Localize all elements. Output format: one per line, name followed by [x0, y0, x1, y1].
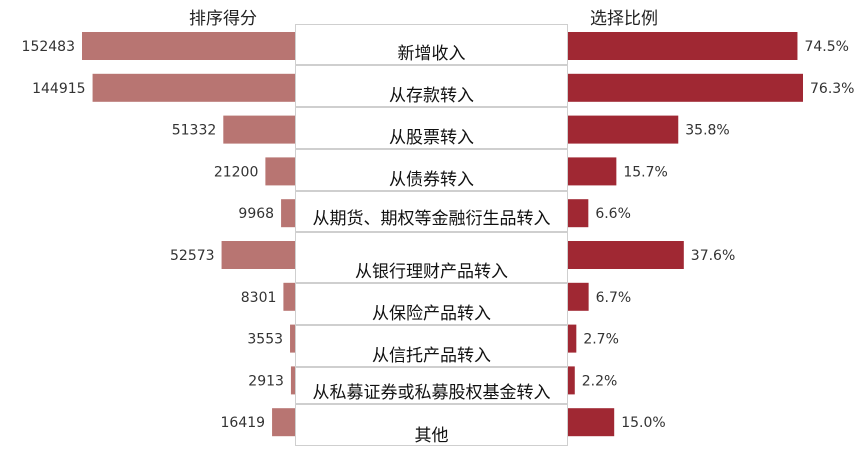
score-bar [290, 366, 295, 395]
ratio-bar [568, 282, 589, 311]
score-label: 51332 [172, 123, 217, 139]
ratio-label: 6.6% [595, 206, 631, 222]
ratio-label: 74.5% [804, 39, 848, 55]
category-cell: 从保险产品转入 [295, 283, 568, 325]
category-cell: 从私募证券或私募股权基金转入 [295, 367, 568, 404]
score-bar [283, 282, 295, 311]
category-label: 从私募证券或私募股权基金转入 [312, 383, 551, 403]
category-label: 从股票转入 [389, 128, 474, 148]
score-label: 52573 [170, 248, 215, 264]
category-cell: 从存款转入 [295, 65, 568, 107]
ratio-bar [568, 115, 679, 144]
category-cell: 从债券转入 [295, 149, 568, 191]
category-label: 从银行理财产品转入 [355, 262, 508, 282]
category-label: 新增收入 [397, 44, 466, 64]
category-cell: 其他 [295, 404, 568, 446]
score-bar [92, 73, 295, 102]
score-label: 9968 [238, 206, 274, 222]
ratio-bar [568, 366, 575, 395]
score-label: 144915 [32, 81, 85, 97]
ratio-bar [568, 157, 617, 186]
ratio-bar [568, 73, 803, 102]
right-header: 选择比例 [590, 9, 658, 29]
ratio-bar [568, 199, 589, 228]
score-bar [223, 115, 295, 144]
ratio-bar [568, 241, 684, 269]
category-label: 从保险产品转入 [372, 304, 491, 324]
ratio-bar [568, 32, 798, 60]
category-cell: 从股票转入 [295, 107, 568, 149]
ratio-label: 76.3% [810, 81, 854, 97]
category-label: 从存款转入 [389, 86, 474, 106]
ratio-label: 37.6% [691, 248, 735, 264]
score-bar [221, 241, 295, 269]
category-label: 从信托产品转入 [372, 346, 491, 366]
category-cell: 新增收入 [295, 24, 568, 65]
left-header: 排序得分 [189, 9, 257, 29]
category-label: 其他 [414, 426, 449, 446]
ratio-bar [568, 408, 615, 437]
ratio-label: 2.7% [583, 332, 619, 348]
score-label: 3553 [247, 332, 283, 348]
score-bar [290, 324, 295, 353]
category-cell: 从期货、期权等金融衍生品转入 [295, 191, 568, 232]
score-bar [265, 157, 295, 186]
category-cell: 从银行理财产品转入 [295, 232, 568, 283]
ratio-label: 35.8% [685, 123, 729, 139]
category-label: 从期货、期权等金融衍生品转入 [312, 209, 551, 229]
ratio-label: 15.0% [621, 415, 665, 431]
ratio-label: 2.2% [582, 373, 618, 389]
score-bar [272, 408, 295, 437]
score-label: 152483 [22, 39, 75, 55]
ratio-bar [568, 324, 577, 353]
category-cell: 从信托产品转入 [295, 325, 568, 367]
score-label: 2913 [248, 373, 284, 389]
score-bar [281, 199, 295, 228]
score-label: 16419 [221, 415, 266, 431]
ratio-label: 6.7% [596, 290, 632, 306]
category-label: 从债券转入 [389, 170, 474, 190]
score-label: 8301 [241, 290, 277, 306]
ratio-label: 15.7% [623, 164, 667, 180]
score-bar [82, 32, 295, 60]
score-label: 21200 [214, 164, 259, 180]
